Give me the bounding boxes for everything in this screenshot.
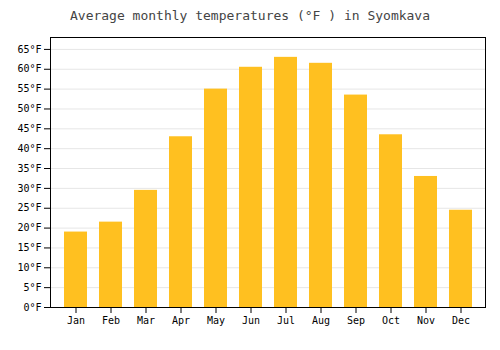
svg-text:60°F: 60°F <box>17 63 41 74</box>
svg-text:50°F: 50°F <box>17 103 41 114</box>
svg-text:25°F: 25°F <box>17 202 41 213</box>
svg-text:20°F: 20°F <box>17 222 41 233</box>
svg-text:Dec: Dec <box>452 315 470 326</box>
svg-text:55°F: 55°F <box>17 83 41 94</box>
html-text:Average monthly temperatures (: Average monthly temperatures (°F ) in Sy… <box>70 8 430 23</box>
svg-text:Aug: Aug <box>312 315 330 326</box>
svg-text:35°F: 35°F <box>17 163 41 174</box>
svg-text:Mar: Mar <box>137 315 155 326</box>
svg-text:40°F: 40°F <box>17 143 41 154</box>
svg-text:Nov: Nov <box>417 315 435 326</box>
svg-text:Jun: Jun <box>242 315 260 326</box>
svg-text:May: May <box>207 315 225 326</box>
svg-text:45°F: 45°F <box>17 123 41 134</box>
svg-text:30°F: 30°F <box>17 183 41 194</box>
svg-text:Feb: Feb <box>102 315 120 326</box>
svg-text:0°F: 0°F <box>23 302 41 313</box>
svg-text:Jul: Jul <box>277 315 295 326</box>
svg-text:10°F: 10°F <box>17 262 41 273</box>
svg-text:Apr: Apr <box>172 315 190 326</box>
svg-text:65°F: 65°F <box>17 44 41 55</box>
svg-text:Oct: Oct <box>382 315 400 326</box>
svg-text:Sep: Sep <box>347 315 365 326</box>
svg-text:Jan: Jan <box>67 315 85 326</box>
svg-text:15°F: 15°F <box>17 242 41 253</box>
svg-text:5°F: 5°F <box>23 282 41 293</box>
